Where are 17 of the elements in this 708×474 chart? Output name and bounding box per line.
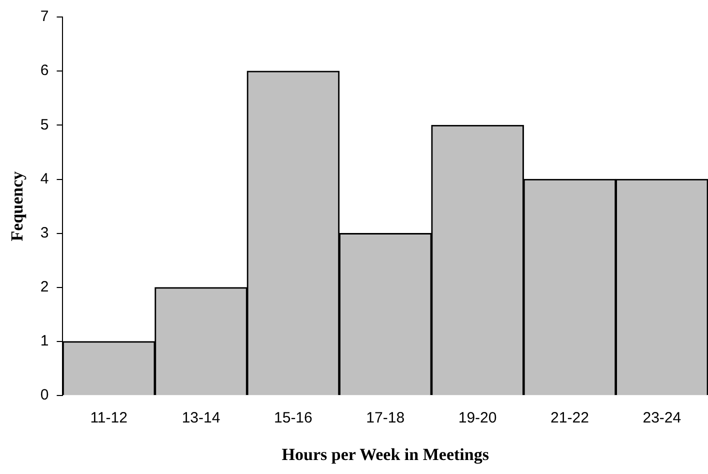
y-tick-label: 7 (40, 8, 49, 26)
y-tick-label: 0 (40, 386, 49, 404)
y-tick-label: 1 (40, 332, 49, 350)
x-tick-label: 13-14 (182, 410, 220, 427)
y-axis-title: Fequency (8, 170, 27, 242)
x-axis-title: Hours per Week in Meetings (282, 445, 490, 464)
x-tick-label: 19-20 (458, 410, 497, 427)
y-tick-label: 3 (40, 224, 49, 242)
y-tick-label: 2 (40, 278, 49, 296)
x-tick-label: 15-16 (274, 410, 312, 427)
y-tick-label: 5 (40, 116, 49, 134)
y-tick-label: 4 (40, 170, 49, 188)
y-tick-label: 6 (40, 62, 49, 80)
x-tick-label: 11-12 (90, 410, 128, 427)
x-tick-label: 17-18 (366, 410, 405, 427)
x-tick-label: 21-22 (550, 410, 589, 427)
x-tick-label: 23-24 (642, 410, 682, 427)
